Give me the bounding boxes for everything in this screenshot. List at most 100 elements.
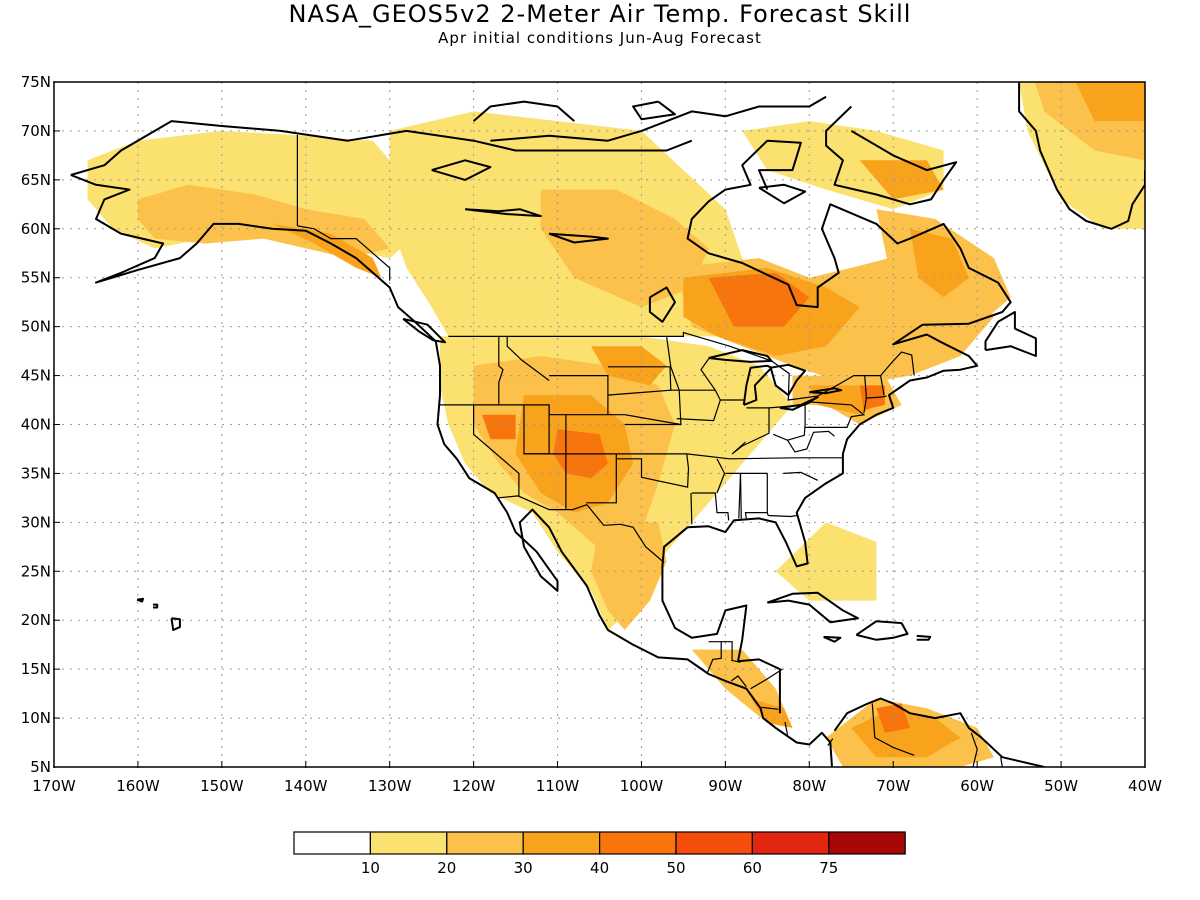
boundary-line [766, 512, 797, 518]
colorbar-swatch [369, 831, 448, 855]
colorbar-label: 10 [361, 859, 380, 877]
boundary-line [970, 732, 978, 767]
skill-region [750, 698, 793, 728]
coastline [809, 387, 843, 395]
lon-tick-label: 50W [1044, 777, 1078, 795]
coastline [855, 620, 909, 641]
boundary-line [871, 703, 915, 756]
boundary-line [497, 495, 665, 563]
skill-region [859, 160, 944, 200]
boundary-line [750, 668, 783, 690]
lon-tick-label: 70W [876, 777, 910, 795]
boundary-line [783, 471, 818, 481]
skill-region [708, 272, 810, 327]
boundary-line [804, 401, 866, 428]
lat-tick-label: 60N [21, 220, 51, 238]
boundary-line [768, 404, 806, 441]
colorbar-swatch [828, 831, 906, 855]
lon-tick-label: 130W [368, 777, 412, 795]
coastline [758, 183, 807, 205]
coastline [825, 105, 958, 206]
skill-region [272, 223, 382, 278]
lon-tick-label: 170W [32, 777, 76, 795]
skill-region [851, 708, 961, 758]
coastline [766, 591, 859, 624]
lat-tick-label: 50N [21, 318, 51, 336]
coastline [431, 159, 492, 181]
boundary-line [827, 738, 834, 746]
lat-tick-label: 55N [21, 269, 51, 287]
coastline [548, 232, 609, 244]
colorbar: 10 20 30 40 50 60 75 [293, 831, 906, 877]
boundary-line [784, 721, 789, 735]
boundary-line [1000, 757, 1003, 767]
map-subtitle: Apr initial conditions Jun-Aug Forecast [438, 29, 762, 47]
grid-lines [54, 82, 1145, 767]
boundary-line [706, 641, 722, 675]
boundary-line [549, 375, 609, 415]
boundary-line [761, 706, 779, 710]
skill-region [876, 703, 910, 733]
lat-tick-label: 15N [21, 660, 51, 678]
lon-tick-label: 40W [1128, 777, 1162, 795]
boundary-line [744, 473, 768, 520]
coastline [153, 603, 159, 609]
coastline [465, 208, 542, 218]
coastline [70, 120, 693, 176]
boundary-line [865, 395, 887, 399]
boundary-line [708, 641, 733, 661]
colorbar-swatch [598, 831, 677, 855]
colorbar-label: 75 [819, 859, 838, 877]
colorbar-label: 20 [437, 859, 456, 877]
political-boundaries-layer [296, 134, 1003, 767]
coastline [70, 174, 833, 767]
boundary-line [448, 331, 915, 401]
coastline [661, 139, 1012, 714]
coastline [402, 317, 447, 344]
colorbar-swatch [751, 831, 830, 855]
coastline [632, 100, 676, 121]
colorbar-swatch [675, 831, 754, 855]
lat-tick-label: 75N [21, 73, 51, 91]
lon-tick-label: 60W [960, 777, 994, 795]
lon-tick-label: 150W [200, 777, 244, 795]
lat-tick-label: 65N [21, 171, 51, 189]
coastline [490, 95, 827, 142]
lon-tick-label: 90W [708, 777, 742, 795]
boundary-line [690, 492, 693, 525]
coastline [136, 597, 144, 603]
coastline [472, 100, 575, 122]
coastline [742, 364, 773, 406]
colorbar-swatch [522, 831, 601, 855]
colorbar-label: 30 [514, 859, 533, 877]
latitude-axis: 75N 70N 65N 60N 55N 50N 45N 40N 35N 30N 25N 20N 15N 1… [21, 73, 60, 776]
colorbar-swatch [293, 831, 372, 855]
coastline [833, 697, 1045, 767]
boundary-line [524, 453, 844, 460]
boundary-line [880, 375, 885, 396]
map-title: NASA_GEOS5v2 2-Meter Air Temp. Forecast … [288, 0, 912, 28]
lon-tick-label: 160W [116, 777, 160, 795]
lat-tick-label: 20N [21, 611, 51, 629]
skill-shading-layer [87, 82, 1145, 767]
coastline [170, 617, 181, 631]
lon-tick-label: 120W [452, 777, 496, 795]
longitude-axis: 170W 160W 150W 140W 130W 120W 110W 100W 90W 80W 70… [32, 761, 1162, 795]
colorbar-label: 40 [590, 859, 609, 877]
boundary-line [731, 659, 741, 663]
colorbar-label: 60 [743, 859, 762, 877]
skill-region [482, 414, 516, 440]
boundary-line [716, 458, 726, 494]
boundary-line [739, 473, 742, 520]
colorbar-swatch [446, 831, 524, 855]
colorbar-label: 50 [666, 859, 685, 877]
lat-tick-label: 40N [21, 416, 51, 434]
lat-tick-label: 70N [21, 122, 51, 140]
boundary-line [498, 336, 504, 405]
skill-region [910, 228, 969, 298]
boundary-line [772, 430, 835, 453]
lon-tick-label: 80W [792, 777, 826, 795]
boundary-line [700, 358, 716, 391]
boundary-line [473, 404, 520, 496]
boundary-line [297, 225, 391, 281]
